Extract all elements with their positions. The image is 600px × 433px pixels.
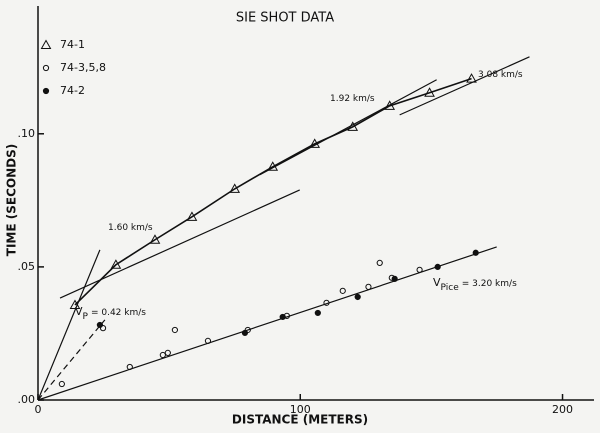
fit-line — [37, 319, 106, 401]
annotation-text: V — [433, 276, 441, 289]
point — [424, 87, 435, 97]
point — [149, 234, 161, 244]
point — [204, 337, 212, 344]
point — [434, 263, 441, 270]
point — [99, 325, 107, 332]
legend-marker — [42, 64, 50, 72]
point — [241, 329, 249, 337]
point — [384, 100, 396, 110]
point — [323, 299, 330, 306]
point — [58, 380, 65, 388]
legend-label: 74-1 — [60, 38, 85, 51]
annotation-text: 1.60 km/s — [108, 223, 153, 233]
y-tick-label: .05 — [18, 260, 36, 273]
x-tick-label: 0 — [35, 403, 42, 416]
fit-line — [259, 79, 437, 176]
point — [472, 249, 479, 256]
y-axis-label: TIME (SECONDS) — [5, 144, 19, 256]
annotation-text: = 3.20 km/s — [462, 279, 517, 289]
point — [69, 299, 81, 309]
annotation-text: = 0.42 km/s — [91, 308, 146, 318]
point — [347, 121, 359, 131]
y-tick-label: .00 — [18, 393, 36, 406]
point — [416, 266, 423, 273]
point — [186, 211, 198, 221]
line-annotation: VPice = 3.20 km/s — [433, 276, 517, 293]
point — [314, 309, 321, 317]
point — [339, 287, 346, 294]
point — [164, 349, 171, 356]
x-tick-label: 100 — [290, 403, 311, 416]
annotation-text: V — [75, 305, 83, 318]
line-annotation: 3.08 km/s — [478, 70, 523, 80]
point — [309, 138, 321, 148]
y-tick-label: .10 — [18, 127, 36, 140]
legend-marker — [42, 87, 50, 95]
line-annotation: 1.92 km/s — [330, 94, 375, 104]
point — [279, 313, 286, 321]
point — [267, 161, 279, 171]
point — [171, 326, 179, 334]
legend-label: 74-2 — [60, 84, 85, 97]
point — [126, 363, 133, 371]
point — [110, 259, 122, 269]
annotation-subscript: P — [83, 312, 89, 322]
point — [391, 275, 398, 282]
fit-line — [59, 189, 300, 299]
point — [354, 293, 361, 301]
fit-line — [37, 246, 497, 401]
point — [365, 283, 372, 290]
point — [376, 259, 383, 266]
chart-title: SIE SHOT DATA — [236, 11, 334, 26]
annotation-text: 3.08 km/s — [478, 70, 523, 80]
point — [466, 73, 477, 83]
annotation-text: 1.92 km/s — [330, 94, 375, 104]
point — [229, 183, 241, 193]
fit-line — [37, 249, 101, 401]
x-axis-label: DISTANCE (METERS) — [232, 413, 368, 427]
legend-marker — [40, 39, 52, 49]
fit-line — [399, 56, 530, 116]
point — [96, 321, 103, 329]
series-curve — [74, 77, 472, 306]
point — [159, 351, 166, 359]
x-tick-label: 200 — [552, 403, 573, 416]
line-annotation: VP = 0.42 km/s — [75, 305, 146, 322]
annotation-subscript: Pice — [441, 283, 460, 293]
legend-label: 74-3,5,8 — [60, 61, 106, 74]
line-annotation: 1.60 km/s — [108, 223, 153, 233]
